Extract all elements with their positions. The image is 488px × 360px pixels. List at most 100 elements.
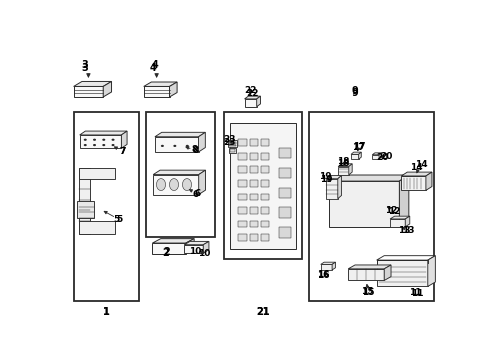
Bar [261,221,269,227]
Bar [385,206,389,212]
Bar [385,195,389,201]
Bar [91,143,98,147]
Polygon shape [244,96,260,99]
Polygon shape [338,167,348,175]
Text: 4: 4 [151,60,158,70]
Text: 6: 6 [192,190,199,199]
Bar [261,180,269,186]
Polygon shape [320,262,335,264]
Bar [238,139,246,146]
Bar [82,143,88,147]
Text: 17: 17 [352,141,365,150]
Text: 1: 1 [102,307,109,317]
Bar [378,206,383,212]
Text: 12: 12 [387,207,399,216]
Circle shape [111,144,114,146]
Text: 2: 2 [162,248,169,258]
Text: 18: 18 [337,159,349,168]
Text: 16: 16 [317,271,329,280]
Bar [365,217,370,223]
Circle shape [93,139,96,141]
Bar [82,138,88,141]
Text: 4: 4 [149,63,156,73]
Bar [227,140,237,147]
Polygon shape [203,242,208,253]
Text: 5: 5 [117,215,123,224]
Polygon shape [389,219,405,227]
Bar [339,217,344,223]
Bar [249,194,258,200]
Bar [110,138,116,141]
Bar [238,221,246,227]
Polygon shape [103,81,111,97]
Bar [228,143,235,144]
Bar [279,207,290,218]
Bar [249,207,258,213]
Text: 18: 18 [336,157,348,166]
Bar [346,217,350,223]
Bar [332,195,337,201]
Polygon shape [121,131,127,148]
Polygon shape [143,82,177,86]
Bar [228,148,236,153]
Text: 7: 7 [120,147,126,156]
Polygon shape [326,179,337,199]
Text: 15: 15 [360,287,373,296]
Text: 6: 6 [194,189,200,198]
Text: 8: 8 [191,145,197,154]
Bar [101,138,107,141]
Bar [79,168,90,234]
Bar [309,112,433,301]
Polygon shape [350,152,361,154]
Bar [79,168,115,179]
Polygon shape [401,172,431,176]
Bar [249,166,258,173]
Bar [101,143,107,147]
Bar [238,194,246,200]
Bar [110,143,116,147]
Polygon shape [74,86,103,97]
Bar [249,221,258,227]
Polygon shape [358,152,361,159]
Bar [279,168,290,178]
Circle shape [173,145,176,147]
Text: 8: 8 [192,146,199,155]
Bar [249,180,258,186]
Polygon shape [338,164,351,167]
Bar [77,201,94,218]
Bar [261,207,269,213]
Bar [158,142,166,149]
Bar [183,142,191,149]
Bar [359,195,363,201]
Polygon shape [198,132,205,152]
Text: 15: 15 [361,288,374,297]
Bar [238,166,246,173]
Bar [346,195,350,201]
Bar [339,206,344,212]
Polygon shape [153,170,205,175]
Bar [279,228,290,238]
Polygon shape [425,172,431,190]
Bar [365,206,370,212]
Text: 19: 19 [319,172,331,181]
Text: 3: 3 [81,63,88,73]
Text: 3: 3 [81,60,88,70]
Polygon shape [184,245,203,253]
Bar [79,221,115,234]
Polygon shape [185,239,194,253]
Polygon shape [371,155,378,159]
Polygon shape [244,99,256,107]
Bar [365,195,370,201]
Circle shape [161,145,163,147]
Text: 23: 23 [223,139,236,148]
Bar [238,207,246,213]
Bar [332,217,337,223]
Circle shape [93,144,96,146]
Bar [229,149,235,152]
Polygon shape [350,154,358,159]
Polygon shape [389,216,409,219]
Bar [228,145,235,146]
Circle shape [83,139,86,141]
Text: 9: 9 [351,86,358,96]
Bar [224,112,301,260]
